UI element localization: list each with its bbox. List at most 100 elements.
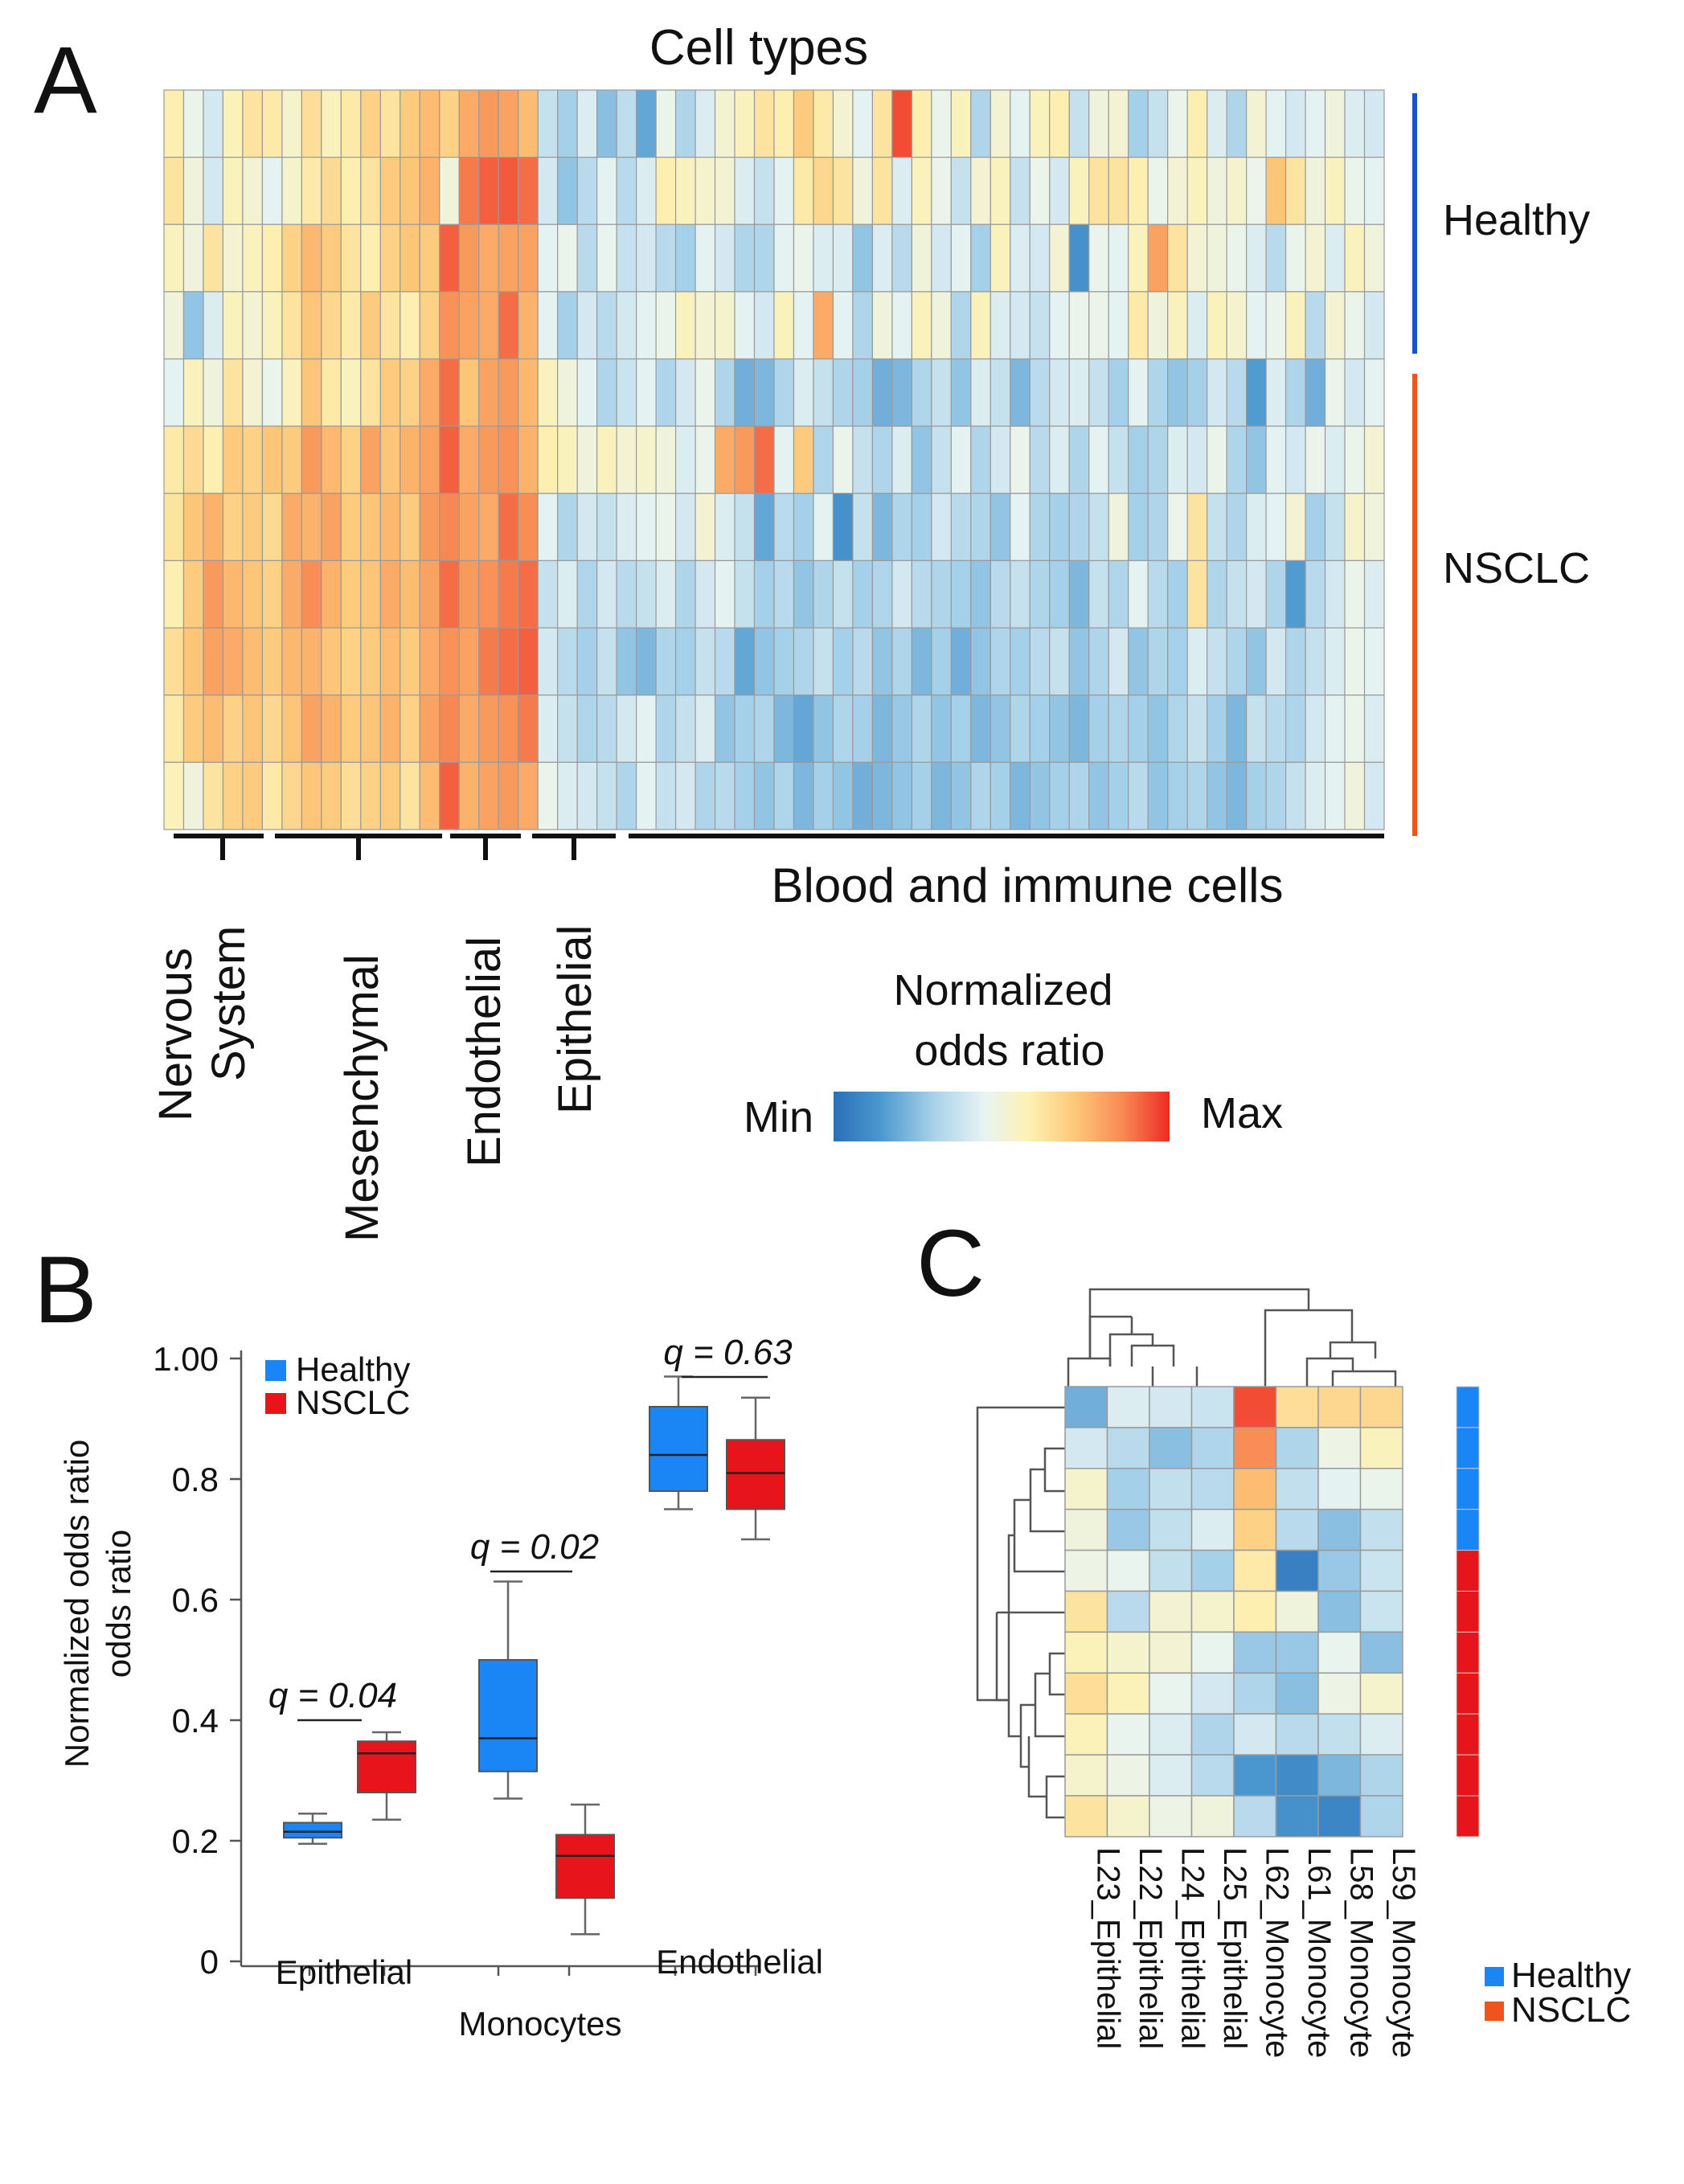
heatmap-c-cell-r8-c6 (1317, 1713, 1362, 1756)
heatmap-a-cell-r3-c21 (576, 291, 598, 360)
heatmap-a-cell-r2-c39 (931, 223, 952, 293)
heatmap-a-cell-r7-c45 (1049, 559, 1070, 629)
healthy-row-label: Healthy (1443, 196, 1590, 244)
heatmap-c-cell-r0-c6 (1317, 1386, 1362, 1428)
heatmap-a-cell-r3-c28 (714, 291, 735, 360)
heatmap-a-cell-r10-c13 (419, 761, 440, 830)
heatmap-a-cell-r3-c35 (852, 291, 874, 360)
heatmap-a-cell-r5-c29 (734, 425, 756, 494)
heatmap-c-col-label-l22-epithelial: L22_Epithelial (1133, 1847, 1168, 2049)
heatmap-a-cell-r4-c46 (1068, 358, 1090, 427)
heatmap-a-cell-r6-c46 (1068, 493, 1090, 562)
heatmap-c-cell-r10-c1 (1106, 1795, 1150, 1838)
group-bar-cell-nsclc (1456, 1795, 1480, 1838)
heatmap-a-cell-r2-c17 (498, 223, 519, 293)
heatmap-a-cell-r6-c27 (694, 493, 716, 562)
heatmap-a-cell-r0-c19 (537, 89, 559, 158)
heatmap-c-cell-r4-c3 (1190, 1549, 1235, 1592)
heatmap-a-cell-r4-c49 (1128, 358, 1149, 427)
heatmap-a-cell-r3-c23 (616, 291, 637, 360)
heatmap-a-cell-r1-c55 (1246, 157, 1267, 225)
heatmap-a-cell-r3-c55 (1246, 291, 1267, 360)
legend-b-healthy-swatch (265, 1360, 286, 1381)
heatmap-a-cell-r0-c36 (871, 89, 893, 158)
heatmap-a-cell-r1-c38 (911, 157, 932, 225)
heatmap-a-cell-r0-c16 (478, 89, 499, 158)
heatmap-a-cell-r8-c46 (1068, 627, 1090, 696)
heatmap-c-cell-r9-c0 (1064, 1754, 1108, 1797)
heatmap-a-cell-r0-c24 (636, 89, 657, 158)
heatmap-a-cell-r7-c1 (182, 559, 204, 629)
heatmap-a-cell-r6-c9 (340, 493, 362, 562)
heatmap-a-cell-r8-c10 (360, 627, 381, 696)
heatmap-a-cell-r0-c15 (458, 89, 480, 158)
heatmap-c-cell-r2-c0 (1064, 1468, 1108, 1510)
heatmap-a-cell-r4-c43 (1010, 358, 1030, 427)
heatmap-a-cell-r8-c3 (222, 627, 244, 696)
heatmap-a-cell-r6-c50 (1147, 493, 1169, 562)
heatmap-a-cell-r6-c53 (1207, 493, 1227, 562)
heatmap-a-cell-r2-c26 (674, 223, 696, 293)
heatmap-a-cell-r4-c4 (242, 358, 264, 427)
heatmap-a-cell-r7-c4 (242, 559, 264, 629)
heatmap-a-cell-r6-c14 (439, 493, 460, 562)
heatmap-a-cell-r9-c16 (478, 695, 499, 763)
heatmap-a-cell-r2-c35 (852, 223, 874, 293)
heatmap-c-cell-r8-c1 (1106, 1713, 1150, 1756)
heatmap-a-cell-r7-c40 (950, 559, 972, 629)
heatmap-a-cell-r8-c32 (793, 627, 814, 696)
heatmap-a-cell-r3-c52 (1186, 291, 1208, 360)
heatmap-a-cell-r1-c10 (360, 157, 381, 225)
legend-c-healthy-swatch (1485, 1967, 1504, 1986)
heatmap-a-cell-r0-c1 (182, 89, 204, 158)
heatmap-a-cell-r1-c8 (321, 157, 342, 225)
heatmap-a-cell-r10-c56 (1265, 761, 1287, 830)
heatmap-a-cell-r9-c5 (261, 695, 283, 763)
heatmap-a-cell-r0-c37 (891, 89, 912, 158)
heatmap-a-cell-r10-c52 (1186, 761, 1208, 830)
heatmap-a-cell-r7-c3 (222, 559, 244, 629)
heatmap-a-cell-r4-c48 (1108, 358, 1129, 427)
heatmap-a-cell-r4-c53 (1207, 358, 1227, 427)
heatmap-a-cell-r4-c60 (1344, 358, 1366, 427)
heatmap-a-cell-r6-c33 (813, 493, 834, 562)
heatmap-a-cell-r7-c39 (931, 559, 952, 629)
heatmap-a-cell-r0-c56 (1265, 89, 1287, 158)
heatmap-a-cell-r2-c43 (1010, 223, 1030, 293)
heatmap-a-cell-r3-c29 (734, 291, 756, 360)
heatmap-c-cell-r6-c2 (1149, 1631, 1193, 1674)
heatmap-a-cell-r0-c53 (1207, 89, 1227, 158)
heatmap-a-cell-r8-c5 (261, 627, 283, 696)
heatmap-a-cell-r7-c35 (852, 559, 874, 629)
heatmap-a-cell-r10-c49 (1128, 761, 1149, 830)
heatmap-a-cell-r9-c4 (242, 695, 264, 763)
heatmap-a-cell-r0-c26 (674, 89, 696, 158)
heatmap-a-cell-r8-c54 (1226, 627, 1248, 696)
heatmap-a-cell-r6-c11 (379, 493, 401, 562)
heatmap-a-cell-r6-c54 (1226, 493, 1248, 562)
heatmap-a-cell-r4-c33 (813, 358, 834, 427)
heatmap-a-cell-r5-c36 (871, 425, 893, 494)
heatmap-a-cell-r0-c17 (498, 89, 519, 158)
column-group-brackets (174, 834, 1384, 860)
heatmap-a-cell-r10-c51 (1167, 761, 1188, 830)
heatmap-a-cell-r1-c17 (498, 157, 519, 225)
heatmap-c-cell-r10-c3 (1190, 1795, 1235, 1838)
heatmap-a-cell-r2-c28 (714, 223, 735, 293)
heatmap-a-cell-r0-c55 (1246, 89, 1267, 158)
heatmap-a-cell-r10-c37 (891, 761, 912, 830)
heatmap-a-cell-r0-c44 (1029, 89, 1051, 158)
heatmap-a-cell-r6-c10 (360, 493, 381, 562)
y-tick-label: 0.8 (172, 1461, 219, 1498)
heatmap-a-cell-r6-c5 (261, 493, 283, 562)
heatmap-a-cell-r8-c28 (714, 627, 735, 696)
heatmap-a-cell-r4-c25 (655, 358, 677, 427)
heatmap-a-cell-r8-c36 (871, 627, 893, 696)
heatmap-a-cell-r7-c55 (1246, 559, 1267, 629)
heatmap-a-cell-r2-c41 (970, 223, 991, 293)
heatmap-a-cell-r7-c5 (261, 559, 283, 629)
heatmap-a-cell-r1-c60 (1344, 157, 1366, 225)
heatmap-c-cell-r6-c0 (1064, 1631, 1108, 1674)
heatmap-a-cell-r5-c21 (576, 425, 598, 494)
heatmap-a-cell-r10-c31 (773, 761, 795, 830)
